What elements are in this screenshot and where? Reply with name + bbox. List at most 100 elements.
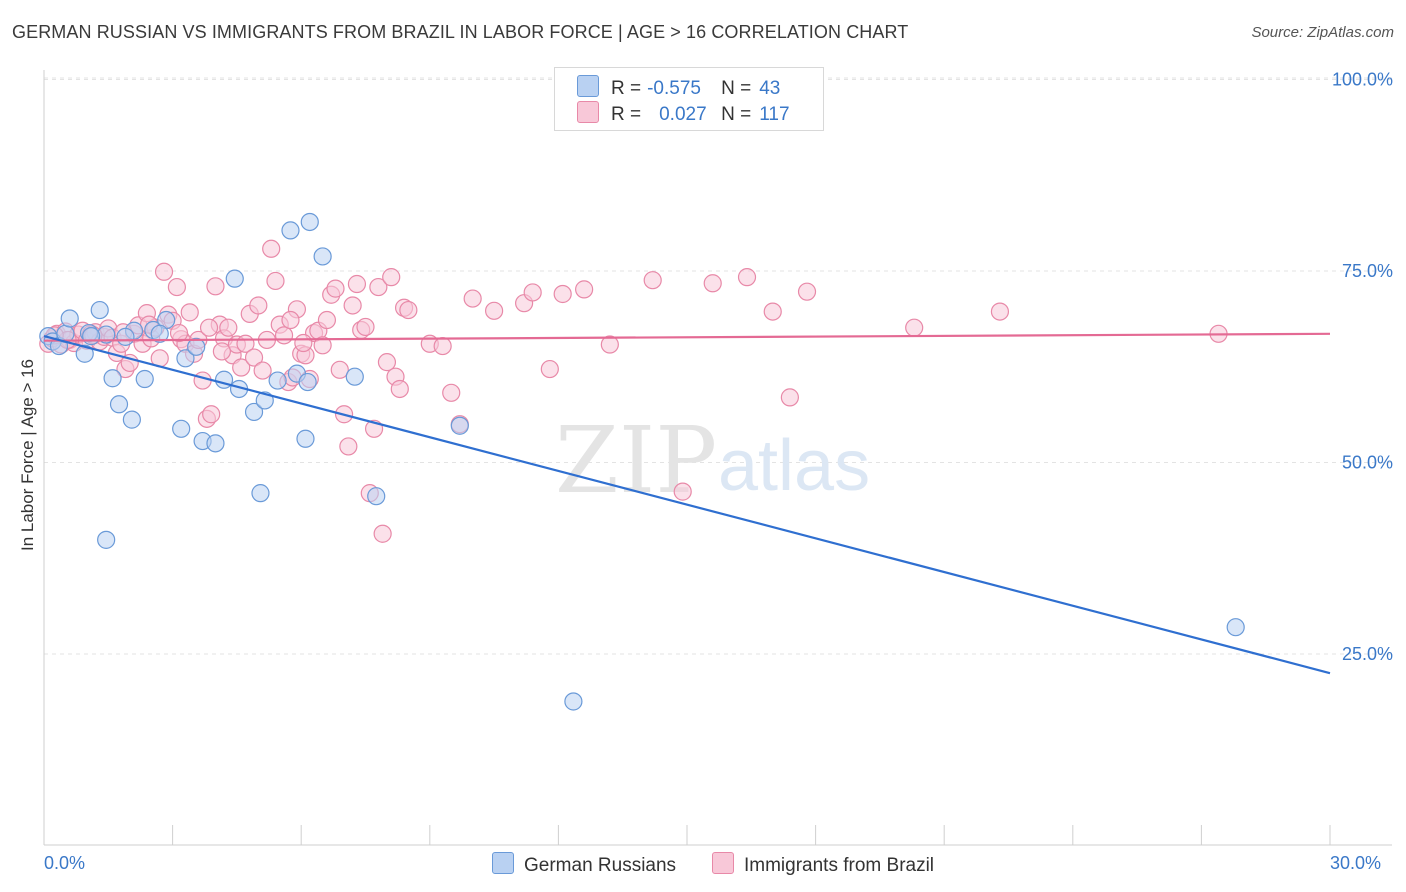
data-point [172,419,191,438]
data-point [643,271,662,290]
legend-row-immigrants-from-brazil: R = 0.027 N = 117 [577,101,790,127]
data-point [298,372,317,392]
data-point [103,369,122,388]
data-point [150,324,169,343]
data-point [326,279,345,298]
axes [43,70,1392,846]
legend-label: German Russians [524,855,677,876]
data-point [244,348,264,367]
data-point [154,262,174,281]
y-tick-label-50: 50.0% [1342,453,1393,473]
y-tick-label-75: 75.0% [1342,261,1393,281]
data-point [251,484,270,503]
data-point [281,310,300,330]
data-point [1226,618,1245,637]
trend-line-immigrants-from-brazil [43,332,1331,342]
data-point [763,302,782,321]
legend-row-german-russians: R = -0.575 N = 43 [577,75,780,101]
legend-item-immigrants-from-brazil: Immigrants from Brazil [712,852,934,877]
data-point [206,434,225,453]
data-point [356,317,375,337]
data-point [300,212,319,232]
data-point [296,429,315,448]
data-point [167,277,186,297]
data-point [268,371,287,390]
data-point [202,405,221,424]
x-tick-min: 0.0% [44,853,86,873]
data-point [313,247,332,266]
data-point [82,327,101,346]
data-point [463,289,482,308]
data-point [187,337,206,356]
data-point [330,360,349,379]
series-german-russians [39,212,1245,711]
legend-swatch-blue [577,75,599,97]
y-axis-label: In Labor Force | Age > 16 [18,358,37,552]
legend-swatch-pink [577,101,599,123]
chart-title: GERMAN RUSSIAN VS IMMIGRANTS FROM BRAZIL… [12,22,909,42]
r-label: R = [611,104,642,125]
data-point [176,349,195,368]
data-point [266,271,285,291]
data-point [199,318,219,337]
legend-swatch-pink [712,852,734,874]
data-point [225,269,244,288]
n-value: 117 [759,104,790,125]
data-point [373,524,392,543]
data-point [600,335,619,354]
x-tick-max: 30.0% [1330,853,1382,873]
watermark-atlas: atlas [718,426,870,506]
source-label: Source: ZipAtlas.com [1251,24,1394,41]
n-value: 43 [759,78,781,99]
data-point [523,283,542,302]
data-point [274,326,294,345]
data-point [905,318,924,337]
stats-legend: R = -0.575 N = 43 R = 0.027 N = 117 [554,67,824,131]
y-tick-labels: 25.0% 50.0% 75.0% 100.0% [1332,70,1393,665]
y-tick-label-100: 100.0% [1332,70,1393,90]
data-point [109,395,129,414]
data-point [797,282,817,301]
data-point [450,416,469,435]
data-point [193,371,212,390]
data-point [232,358,251,377]
data-point [97,530,116,549]
data-point [345,367,364,386]
r-value: -0.575 [647,78,701,99]
data-point [281,221,300,240]
data-point [339,437,358,456]
data-point [135,369,154,389]
r-value: 0.027 [659,104,707,125]
data-point [60,309,79,328]
data-point [219,318,238,337]
data-point [206,277,225,296]
data-point [382,268,401,287]
data-point [485,301,504,320]
data-point [575,280,594,299]
data-point [75,344,94,363]
data-point [294,333,313,353]
n-label: N = [721,104,752,125]
data-point [90,300,109,320]
data-point [737,268,757,287]
data-point [212,342,231,361]
data-point [433,336,452,356]
legend-item-german-russians: German Russians [492,852,676,877]
data-point [703,274,722,293]
series-legend: German Russians Immigrants from Brazil [0,852,1406,878]
data-point [399,300,418,320]
data-point [564,692,583,711]
n-label: N = [721,78,752,99]
data-point [377,353,397,372]
watermark-zip: ZIP [555,407,717,514]
data-point [369,277,388,297]
data-point [122,410,141,429]
data-point [116,327,135,346]
data-point [347,274,367,294]
data-point [169,323,189,343]
data-point [990,302,1010,321]
data-point [367,487,386,506]
trend-lines [43,332,1331,675]
data-point [780,388,799,407]
data-point [317,310,337,330]
